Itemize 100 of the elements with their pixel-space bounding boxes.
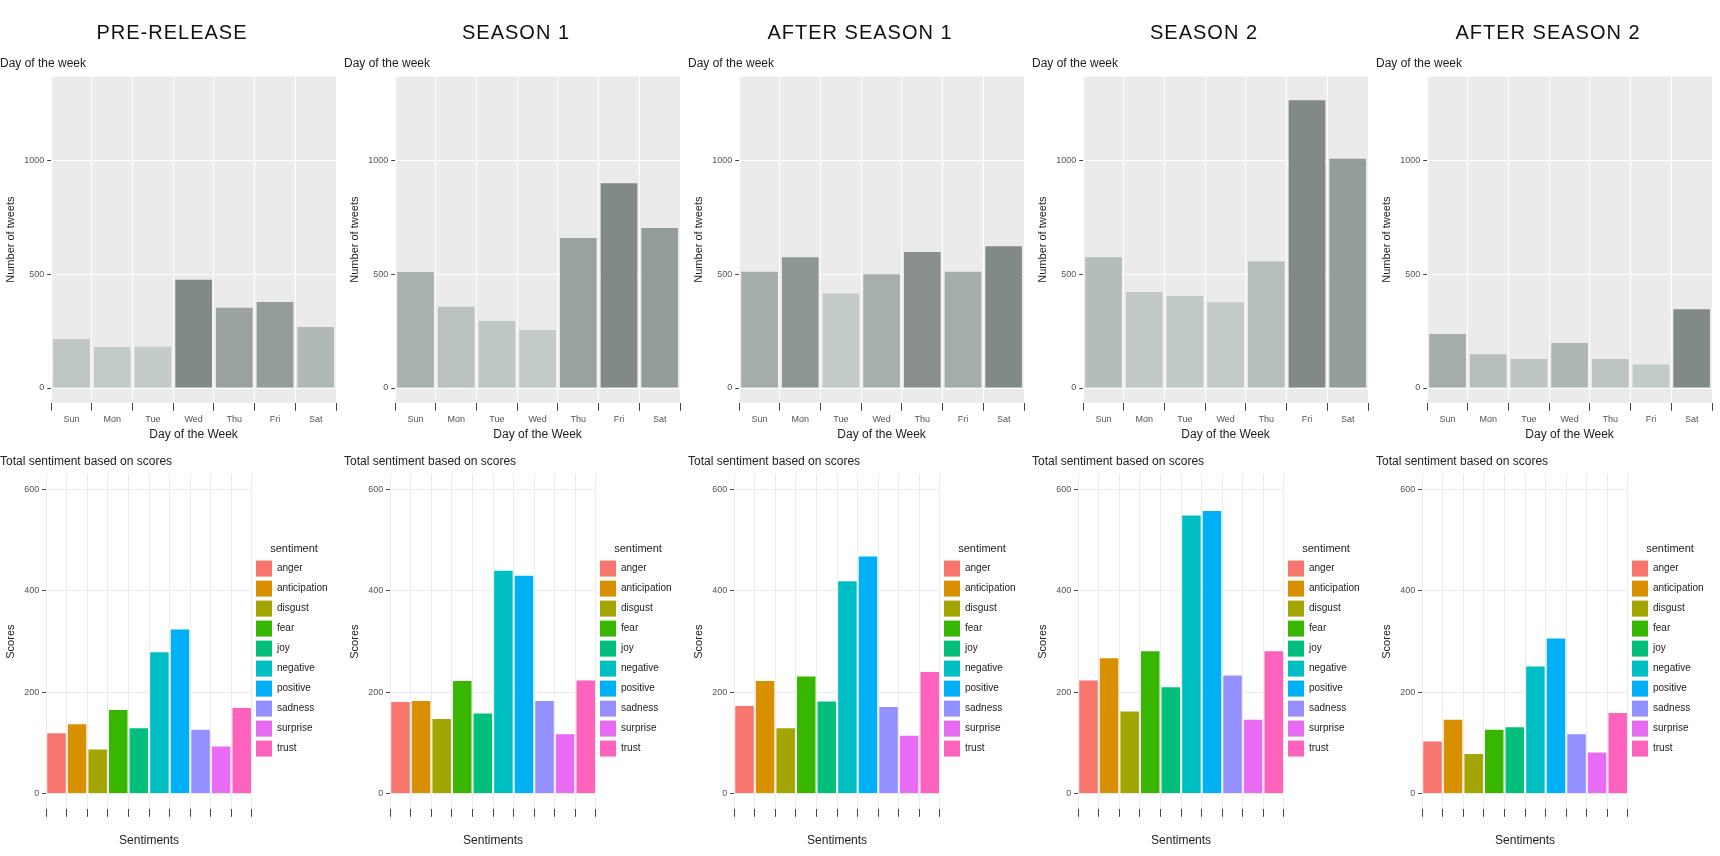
x-axis-title: Day of the Week bbox=[493, 427, 583, 442]
x-tick-label: Sat bbox=[652, 413, 667, 424]
bar bbox=[397, 272, 434, 388]
y-tick-label: 0 bbox=[1071, 382, 1077, 393]
x-tick-label: Sat bbox=[308, 413, 323, 424]
x-axis-title: Sentiments bbox=[807, 833, 868, 848]
bar bbox=[1207, 302, 1244, 388]
bar bbox=[822, 293, 860, 388]
y-tick-label: 0 bbox=[1410, 788, 1416, 799]
legend-label: joy bbox=[1308, 642, 1322, 654]
y-tick-label: 0 bbox=[34, 788, 40, 799]
legend-label: surprise bbox=[1653, 722, 1689, 734]
legend-label: positive bbox=[1653, 682, 1688, 694]
legend-label: surprise bbox=[277, 722, 313, 734]
x-tick-label: Fri bbox=[957, 413, 969, 424]
legend-label: sadness bbox=[965, 702, 1003, 714]
chart-subtitle: Day of the week bbox=[1032, 55, 1120, 70]
x-tick-label: Wed bbox=[872, 413, 891, 424]
legend-label: disgust bbox=[621, 602, 653, 614]
y-tick-label: 200 bbox=[368, 686, 384, 697]
y-axis-title: Scores bbox=[1379, 623, 1392, 659]
x-tick-label: Sat bbox=[1684, 413, 1699, 424]
legend-title: sentiment bbox=[1646, 541, 1694, 554]
y-tick-label: 1000 bbox=[1056, 155, 1077, 166]
legend-label: joy bbox=[964, 642, 978, 654]
y-tick-label: 200 bbox=[1400, 686, 1416, 697]
y-tick-label: 0 bbox=[383, 382, 389, 393]
bar bbox=[1247, 261, 1285, 388]
x-axis-title: Sentiments bbox=[1495, 833, 1556, 848]
legend-label: sadness bbox=[621, 702, 659, 714]
bar bbox=[478, 320, 516, 388]
legend-label: anger bbox=[277, 562, 304, 574]
bar bbox=[1673, 309, 1710, 388]
legend-label: anger bbox=[621, 562, 648, 574]
y-tick-label: 0 bbox=[727, 382, 733, 393]
y-tick-label: 1000 bbox=[368, 155, 389, 166]
chart-title: Total sentiment based on scores bbox=[1376, 453, 1549, 468]
y-tick-label: 500 bbox=[1405, 268, 1421, 279]
x-tick-label: Thu bbox=[1602, 413, 1619, 424]
chart-title: AFTER SEASON 1 bbox=[766, 20, 954, 45]
bar bbox=[1551, 342, 1588, 388]
legend-label: anticipation bbox=[621, 582, 672, 594]
bar bbox=[1085, 257, 1122, 388]
bar bbox=[1591, 358, 1629, 388]
bar bbox=[215, 307, 253, 388]
y-tick-label: 0 bbox=[1415, 382, 1421, 393]
y-tick-label: 500 bbox=[717, 268, 733, 279]
legend-label: sadness bbox=[1653, 702, 1691, 714]
x-tick-label: Thu bbox=[1258, 413, 1275, 424]
bar bbox=[600, 183, 638, 388]
chart-subtitle: Day of the week bbox=[0, 55, 88, 70]
chart-subtitle: Day of the week bbox=[344, 55, 432, 70]
x-tick-label: Thu bbox=[226, 413, 243, 424]
x-tick-label: Tue bbox=[1177, 413, 1193, 424]
x-tick-label: Sun bbox=[407, 413, 424, 424]
chart-title: Total sentiment based on scores bbox=[688, 453, 861, 468]
x-tick-label: Fri bbox=[269, 413, 281, 424]
legend-label: positive bbox=[621, 682, 656, 694]
chart-title: AFTER SEASON 2 bbox=[1454, 20, 1642, 45]
legend-title: sentiment bbox=[270, 541, 318, 554]
legend-label: joy bbox=[276, 642, 290, 654]
legend-label: anticipation bbox=[1309, 582, 1360, 594]
x-tick-label: Mon bbox=[103, 413, 121, 424]
legend-label: negative bbox=[621, 662, 660, 674]
y-tick-label: 500 bbox=[29, 268, 45, 279]
x-axis-title: Sentiments bbox=[463, 833, 524, 848]
bar bbox=[1288, 100, 1326, 388]
legend-label: surprise bbox=[621, 722, 657, 734]
legend-label: fear bbox=[965, 622, 983, 634]
legend-label: disgust bbox=[277, 602, 309, 614]
y-tick-label: 600 bbox=[24, 484, 40, 495]
x-tick-label: Wed bbox=[184, 413, 203, 424]
bar bbox=[903, 252, 941, 388]
bar bbox=[741, 271, 778, 388]
bar bbox=[1469, 354, 1507, 388]
y-tick-label: 600 bbox=[712, 484, 728, 495]
chart-title: PRE-RELEASE bbox=[95, 20, 249, 45]
x-tick-label: Sun bbox=[751, 413, 768, 424]
chart-title: SEASON 1 bbox=[460, 20, 571, 45]
x-tick-label: Thu bbox=[570, 413, 587, 424]
legend-label: trust bbox=[1653, 742, 1673, 754]
x-tick-label: Fri bbox=[1301, 413, 1313, 424]
legend-label: anger bbox=[1309, 562, 1336, 574]
bar bbox=[437, 306, 475, 388]
x-axis-title: Sentiments bbox=[1151, 833, 1212, 848]
legend-label: trust bbox=[277, 742, 297, 754]
bar bbox=[175, 279, 212, 388]
legend-label: trust bbox=[1309, 742, 1329, 754]
legend-label: fear bbox=[1309, 622, 1327, 634]
x-tick-label: Wed bbox=[1216, 413, 1235, 424]
x-tick-label: Tue bbox=[833, 413, 849, 424]
x-axis-title: Day of the Week bbox=[1525, 427, 1615, 442]
legend-label: negative bbox=[1309, 662, 1348, 674]
legend-label: fear bbox=[1653, 622, 1671, 634]
y-tick-label: 400 bbox=[1056, 585, 1072, 596]
chart-title: Total sentiment based on scores bbox=[0, 453, 173, 468]
legend-label: fear bbox=[277, 622, 295, 634]
legend-label: positive bbox=[277, 682, 312, 694]
x-axis-title: Sentiments bbox=[119, 833, 180, 848]
legend-label: trust bbox=[621, 742, 641, 754]
